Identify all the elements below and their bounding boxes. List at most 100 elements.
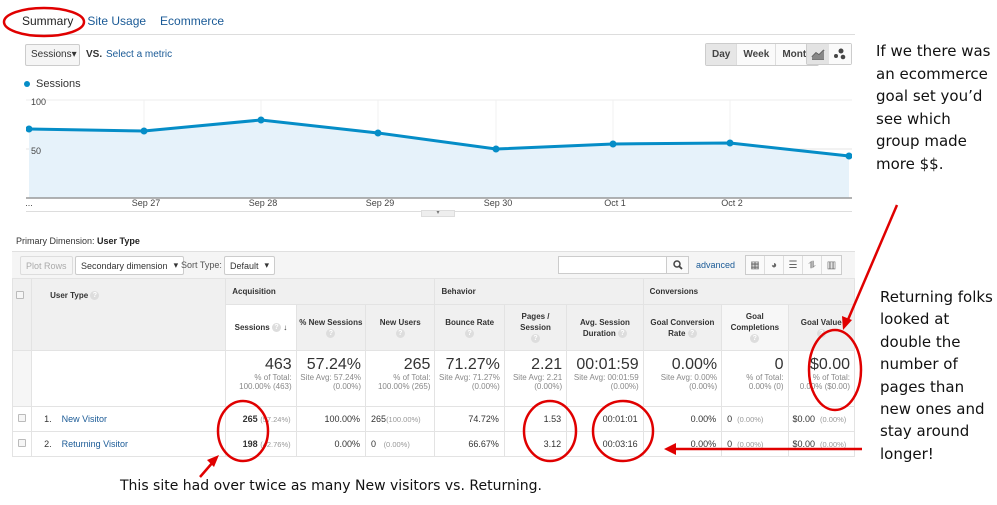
cell-goal-value: $0.00	[792, 414, 816, 424]
row-link-returning-visitor[interactable]: Returning Visitor	[61, 439, 129, 449]
group-behavior: Behavior	[434, 278, 644, 305]
col-pages-session[interactable]: Pages / Session?	[503, 304, 568, 351]
col-bounce-rate[interactable]: Bounce Rate?	[434, 304, 505, 351]
total-avg-session-duration: 00:01:59 Site Avg: 00:01:59 (0.00%)	[566, 350, 644, 407]
chart-collapse-handle[interactable]: ▾	[421, 210, 455, 217]
table-view-icon[interactable]: ▦	[746, 256, 765, 274]
secondary-dimension-select[interactable]: Secondary dimension ▾	[75, 256, 185, 275]
motion-chart-button[interactable]	[829, 44, 851, 64]
table-view-group: ▦ ◕ ☰ ⥮ ▥	[745, 255, 842, 275]
help-icon[interactable]: ?	[90, 291, 100, 301]
sort-desc-icon: ↓	[283, 323, 288, 332]
report-table: User Type ? Acquisition Behavior Convers…	[11, 278, 856, 457]
col-goal-completions[interactable]: Goal Completions?	[721, 304, 789, 351]
series-color-dot	[24, 81, 30, 87]
col-sessions[interactable]: Sessions ? ↓	[225, 304, 297, 351]
cell-completions: 0	[727, 414, 733, 424]
chevron-down-icon: ▾	[264, 260, 270, 270]
total-new-users: 265% of Total: 100.00% (265)	[365, 350, 436, 407]
row-checkbox[interactable]	[18, 414, 27, 422]
comparison-view-icon[interactable]: ⥮	[803, 256, 822, 274]
col-label: Goal Completions	[730, 312, 780, 332]
primary-dimension: Primary Dimension: User Type	[16, 236, 140, 246]
chevron-down-icon: ▾	[71, 49, 77, 60]
help-icon[interactable]: ?	[326, 328, 336, 338]
cell-sessions: 198	[242, 439, 258, 449]
plot-rows-button[interactable]: Plot Rows	[20, 256, 73, 275]
row-checkbox[interactable]	[18, 439, 27, 447]
help-icon[interactable]: ?	[531, 334, 541, 344]
primary-dimension-value[interactable]: User Type	[97, 236, 140, 246]
advanced-filter-link[interactable]: advanced	[696, 260, 736, 270]
performance-view-icon[interactable]: ☰	[784, 256, 803, 274]
x-tick: Sep 30	[483, 198, 513, 208]
secondary-dimension-label: Secondary dimension	[81, 260, 168, 271]
day-button[interactable]: Day	[706, 44, 738, 65]
col-label: Goal Value	[800, 317, 842, 327]
table-toolbar: Plot Rows Secondary dimension ▾ Sort Typ…	[12, 251, 855, 278]
x-tick: Sep 29	[365, 198, 395, 208]
sort-type-select[interactable]: Default ▾	[224, 256, 276, 275]
tab-summary[interactable]: Summary	[22, 14, 74, 28]
cell-bounce: 74.72%	[434, 406, 505, 432]
pie-view-icon[interactable]: ◕	[765, 256, 784, 274]
col-goal-value[interactable]: Goal Value?	[787, 304, 855, 351]
cell-new-users: 0	[371, 439, 377, 449]
cell-duration: 00:01:01	[566, 406, 644, 432]
help-icon[interactable]: ?	[272, 323, 281, 333]
sort-type-label: Sort Type:	[181, 260, 222, 270]
sort-type-value: Default	[230, 260, 259, 271]
help-icon[interactable]: ?	[395, 328, 405, 338]
chart-legend: Sessions	[24, 78, 81, 90]
select-all-checkbox[interactable]	[16, 291, 24, 299]
pivot-view-icon[interactable]: ▥	[822, 256, 841, 274]
total-goal-value: $0.00% of Total: 0.00% ($0.00)	[787, 350, 855, 407]
col-avg-session-duration[interactable]: Avg. Session Duration ?	[566, 304, 644, 351]
cell-duration: 00:03:16	[566, 431, 644, 457]
cell-pages: 1.53	[503, 406, 568, 432]
select-all-cell	[11, 278, 33, 351]
x-tick: Sep 28	[248, 198, 278, 208]
help-icon[interactable]: ?	[816, 328, 826, 338]
cell-pages: 3.12	[503, 431, 568, 457]
total-pct-new-sessions: 57.24% Site Avg: 57.24% (0.00%)	[295, 350, 367, 407]
help-icon[interactable]: ?	[618, 328, 627, 338]
col-pct-new-sessions[interactable]: % New Sessions?	[295, 304, 367, 351]
metric-select[interactable]: Sessions ▾	[25, 44, 80, 66]
cell-conv-rate: 0.00%	[642, 406, 723, 432]
table-search-input[interactable]	[558, 256, 667, 274]
col-new-users[interactable]: New Users?	[365, 304, 436, 351]
col-label: Avg. Session Duration	[579, 317, 630, 338]
row-link-new-visitor[interactable]: New Visitor	[61, 414, 107, 424]
cell-new-users: 265	[371, 414, 387, 424]
col-label: % New Sessions	[299, 317, 363, 327]
line-chart-button[interactable]	[807, 44, 829, 64]
totals-row: 463% of Total: 100.00% (463) 57.24% Site …	[11, 350, 855, 407]
col-label: Sessions	[234, 323, 270, 332]
x-tick: Oct 2	[721, 198, 743, 208]
col-goal-conversion-rate[interactable]: Goal Conversion Rate ?	[642, 304, 723, 351]
divider	[22, 34, 855, 35]
chart-type-group	[806, 43, 852, 65]
tab-site-usage[interactable]: Site Usage	[87, 14, 147, 28]
x-tick: Sep 27	[131, 198, 161, 208]
annotation-sessions-note: This site had over twice as many New vis…	[120, 478, 542, 494]
row-index: 1.	[44, 414, 52, 424]
select-metric-link[interactable]: Select a metric	[106, 49, 173, 60]
tab-ecommerce[interactable]: Ecommerce	[160, 14, 225, 28]
sessions-line-chart[interactable]: 100 50	[26, 95, 852, 215]
vs-label: VS.	[86, 49, 103, 60]
cell-completions: 0	[727, 439, 733, 449]
help-icon[interactable]: ?	[687, 328, 697, 338]
dimension-header[interactable]: User Type ?	[31, 278, 227, 351]
chevron-down-icon: ▾	[173, 260, 179, 270]
search-button[interactable]	[667, 256, 689, 274]
total-bounce-rate: 71.27% Site Avg: 71.27% (0.00%)	[434, 350, 505, 407]
week-button[interactable]: Week	[737, 44, 777, 65]
help-icon[interactable]: ?	[465, 328, 475, 338]
total-goal-conversion-rate: 0.00% Site Avg: 0.00% (0.00%)	[642, 350, 723, 407]
annotation-returning-note: Returning folks looked at double the num…	[880, 288, 993, 463]
help-icon[interactable]: ?	[750, 334, 760, 344]
x-tick: ...	[25, 198, 33, 208]
legend-label: Sessions	[36, 78, 81, 90]
